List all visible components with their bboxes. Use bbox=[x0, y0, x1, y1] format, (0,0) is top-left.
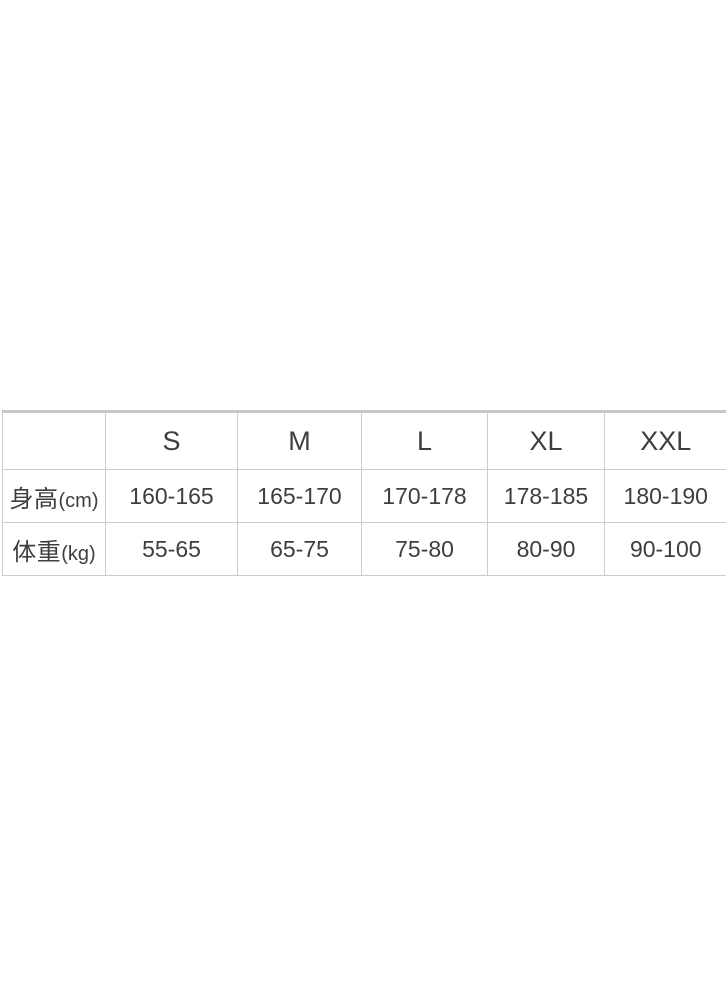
weight-value-m: 65-75 bbox=[237, 522, 362, 576]
weight-value-xxl: 90-100 bbox=[604, 522, 726, 576]
size-header-row: S M L XL XXL bbox=[2, 411, 726, 470]
weight-unit: (kg) bbox=[61, 542, 96, 565]
size-header-l: L bbox=[361, 411, 488, 470]
size-header-s: S bbox=[105, 411, 238, 470]
height-value-s: 160-165 bbox=[105, 469, 238, 523]
weight-label: 体重 bbox=[12, 538, 62, 566]
height-label-cell: 身高(cm) bbox=[2, 469, 106, 523]
weight-value-xl: 80-90 bbox=[487, 522, 605, 576]
corner-cell bbox=[2, 411, 106, 470]
size-header-m: M bbox=[237, 411, 362, 470]
height-value-xxl: 180-190 bbox=[604, 469, 726, 523]
size-chart-table: S M L XL XXL 身高(cm) 160-165 165-170 170-… bbox=[2, 410, 726, 576]
height-value-l: 170-178 bbox=[361, 469, 488, 523]
height-value-m: 165-170 bbox=[237, 469, 362, 523]
height-unit: (cm) bbox=[58, 489, 99, 512]
size-header-xl: XL bbox=[487, 411, 605, 470]
weight-label-cell: 体重(kg) bbox=[2, 522, 106, 576]
weight-value-s: 55-65 bbox=[105, 522, 238, 576]
height-value-xl: 178-185 bbox=[487, 469, 605, 523]
size-header-xxl: XXL bbox=[604, 411, 726, 470]
weight-row: 体重(kg) 55-65 65-75 75-80 80-90 90-100 bbox=[2, 522, 726, 576]
height-label: 身高 bbox=[9, 485, 59, 513]
height-row: 身高(cm) 160-165 165-170 170-178 178-185 1… bbox=[2, 469, 726, 523]
weight-value-l: 75-80 bbox=[361, 522, 488, 576]
